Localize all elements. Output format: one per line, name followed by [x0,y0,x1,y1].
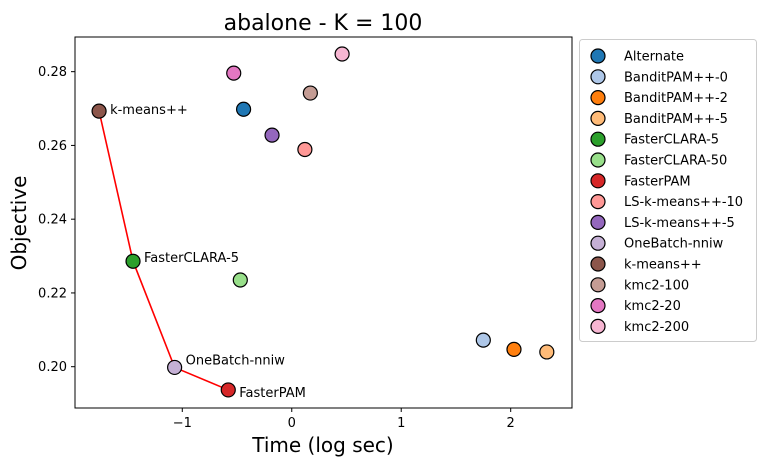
y-tick-label: 0.24 [38,213,67,228]
data-point-alternate [235,101,252,117]
x-tick-label: 1 [397,416,405,431]
y-tick-label: 0.28 [38,65,67,80]
y-tick-label: 0.26 [38,139,67,154]
data-point-fasterclara-5 [125,253,141,269]
legend-label-banditpam-2: BanditPAM++-2 [624,91,728,106]
y-tick-label: 0.22 [38,286,67,301]
data-point-onebatch-nniw [167,359,183,376]
legend-label-fasterclara-50: FasterCLARA-50 [624,154,727,169]
chart-title: abalone - K = 100 [224,11,423,36]
y-tick-label: 0.20 [38,360,67,375]
data-point-kmc2-200 [334,46,350,62]
x-tick-label: 0 [288,416,296,431]
y-axis-label: Objective [7,176,31,271]
legend-label-alternate: Alternate [624,50,684,65]
legend-label-banditpam-0: BanditPAM++-0 [624,70,728,85]
x-axis-label: Time (log sec) [251,433,393,457]
data-point-kmc2-20 [226,65,242,81]
pareto-front-line [98,110,229,391]
x-tick-label: 2 [507,416,515,431]
legend-marker-banditpam-5 [590,110,606,127]
legend: Alternate BanditPAM++-0 BanditPAM++-2 Bandi… [579,39,757,342]
x-tick-label: −1 [173,416,192,431]
legend-marker-k-means [590,256,606,272]
data-point-fasterpam [220,382,236,398]
legend-label-ls-k-means-5: LS-k-means++-5 [624,216,735,231]
legend-marker-onebatch-nniw [590,235,606,251]
legend-label-banditpam-5: BanditPAM++-5 [624,112,728,127]
legend-marker-alternate [590,48,606,64]
legend-marker-banditpam-2 [590,89,606,106]
annotation-fasterclara-5: FasterCLARA-5 [144,251,239,266]
data-point-fasterclara-50 [232,272,248,288]
annotation-onebatch-nniw: OneBatch-nniw [186,353,286,368]
legend-marker-fasterclara-50 [590,152,606,168]
legend-marker-fasterpam [590,173,606,189]
legend-label-k-means: k-means++ [624,258,702,273]
legend-label-fasterclara-5: FasterCLARA-5 [624,133,719,148]
data-point-banditpam-5 [539,344,555,360]
data-point-kmc2-100 [302,85,318,101]
legend-label-onebatch-nniw: OneBatch-nniw [624,237,724,252]
legend-label-kmc2-20: kmc2-20 [624,299,681,314]
legend-marker-kmc2-100 [590,277,606,293]
data-point-banditpam-2 [506,341,522,357]
legend-marker-banditpam-0 [590,69,606,85]
legend-label-fasterpam: FasterPAM [624,174,691,189]
legend-marker-kmc2-200 [590,318,606,334]
legend-label-kmc2-200: kmc2-200 [624,320,689,335]
legend-label-kmc2-100: kmc2-100 [624,278,689,293]
data-point-ls-k-means-10 [297,141,313,158]
plot-area-frame [74,36,573,409]
legend-label-ls-k-means-10: LS-k-means++-10 [624,195,743,210]
data-point-ls-k-means-5 [264,127,280,143]
legend-box [579,39,757,342]
annotation-fasterpam: FasterPAM [239,386,306,401]
data-point-k-means [91,103,107,119]
annotation-k-means: k-means++ [110,103,188,118]
data-point-banditpam-0 [475,332,491,348]
legend-marker-fasterclara-5 [590,131,606,147]
legend-marker-ls-k-means-10 [590,194,606,210]
legend-marker-ls-k-means-5 [590,214,606,230]
legend-marker-kmc2-20 [590,298,606,314]
